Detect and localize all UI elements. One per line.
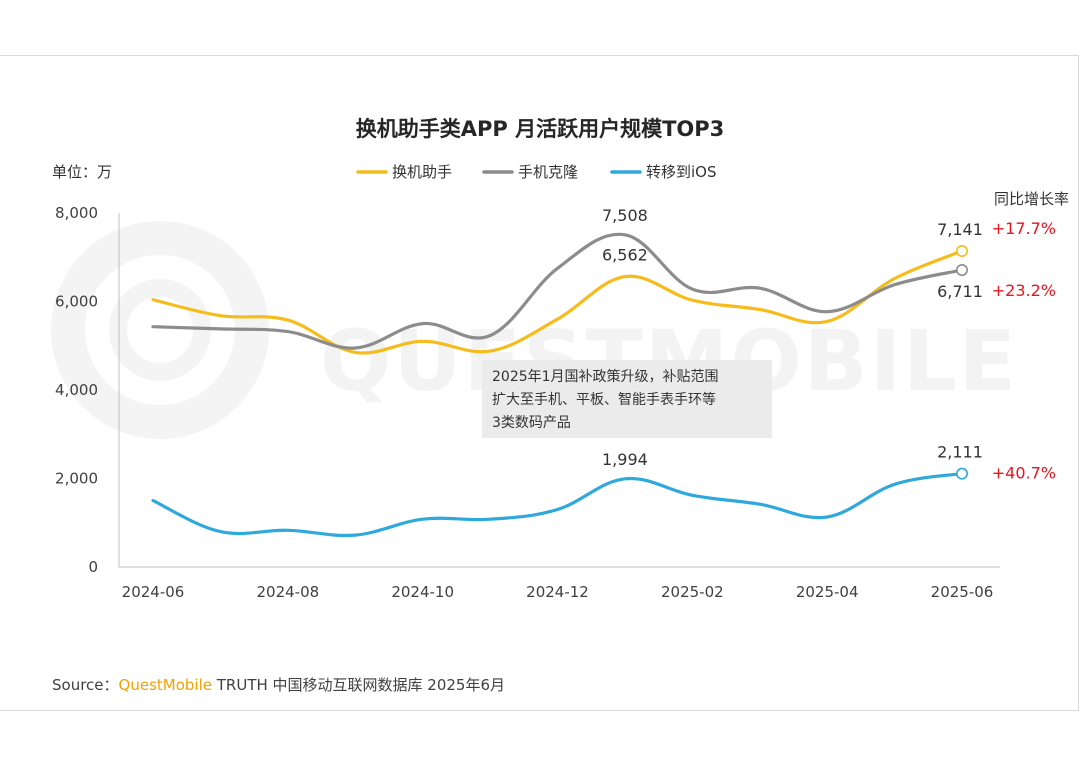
x-tick-label: 2024-06 — [122, 583, 185, 601]
axes — [118, 213, 1000, 568]
source-rest: TRUTH 中国移动互联网数据库 2025年6月 — [212, 676, 505, 694]
series-lines — [151, 232, 968, 538]
source-prefix: Source： — [52, 676, 119, 694]
y-tick-label: 4,000 — [55, 381, 98, 399]
growth-label: +17.7% — [992, 219, 1056, 238]
annotation-line-1: 2025年1月国补政策升级，补贴范围 — [492, 368, 719, 385]
source-note: Source：QuestMobile TRUTH 中国移动互联网数据库 2025… — [52, 676, 505, 694]
x-tick-label: 2024-08 — [256, 583, 319, 601]
x-tick-label: 2024-10 — [391, 583, 454, 601]
svg-text:Source：QuestMobile TRUTH 中国移动互: Source：QuestMobile TRUTH 中国移动互联网数据库 2025… — [52, 676, 505, 694]
legend-item: 手机克隆 — [482, 163, 578, 181]
series-line — [151, 232, 964, 350]
x-tick-label: 2025-04 — [796, 583, 859, 601]
growth-header: 同比增长率 — [994, 190, 1069, 208]
annotation-line-2: 扩大至手机、平板、智能手表手环等 — [492, 391, 716, 408]
x-axis-ticks: 2024-06 2024-08 2024-10 2024-12 2025-02 2025-… — [122, 583, 994, 601]
legend: 换机助手 手机克隆 转移到iOS — [356, 163, 717, 181]
legend-label: 转移到iOS — [646, 163, 717, 181]
data-label: 2,111 — [937, 443, 983, 462]
source-brand: QuestMobile — [119, 676, 212, 694]
growth-label: +23.2% — [992, 281, 1056, 300]
annotation-line-3: 3类数码产品 — [492, 415, 571, 431]
y-tick-label: 0 — [88, 558, 98, 576]
data-label: 7,141 — [937, 220, 983, 239]
y-tick-label: 6,000 — [55, 293, 98, 311]
series-end-marker — [955, 264, 968, 277]
data-label: 6,711 — [937, 282, 983, 301]
x-tick-label: 2025-02 — [661, 583, 724, 601]
legend-label: 换机助手 — [392, 163, 452, 181]
legend-item: 转移到iOS — [610, 163, 717, 181]
data-label: 1,994 — [602, 450, 648, 469]
x-tick-label: 2025-06 — [931, 583, 994, 601]
series-end-marker — [955, 467, 968, 480]
legend-item: 换机助手 — [356, 163, 452, 181]
series-end-marker — [955, 245, 968, 258]
chart-title: 换机助手类APP 月活跃用户规模TOP3 — [356, 117, 725, 141]
growth-label: +40.7% — [992, 464, 1056, 483]
data-label: 7,508 — [602, 206, 648, 225]
policy-annotation: 2025年1月国补政策升级，补贴范围 扩大至手机、平板、智能手表手环等 3类数码… — [482, 360, 772, 438]
legend-label: 手机克隆 — [518, 163, 578, 181]
data-labels: 6,562 7,141 7,508 6,711 1,994 2,111 — [602, 206, 983, 469]
growth-labels: +17.7% +23.2% +40.7% — [992, 219, 1056, 483]
annotation-box — [482, 360, 772, 438]
y-axis-ticks: 0 2,000 4,000 6,000 8,000 — [55, 204, 98, 576]
series-line — [151, 472, 964, 538]
series-line — [151, 249, 964, 355]
y-tick-label: 2,000 — [55, 470, 98, 488]
unit-label: 单位：万 — [52, 163, 112, 181]
y-tick-label: 8,000 — [55, 204, 98, 222]
x-tick-label: 2024-12 — [526, 583, 589, 601]
data-label: 6,562 — [602, 246, 648, 265]
